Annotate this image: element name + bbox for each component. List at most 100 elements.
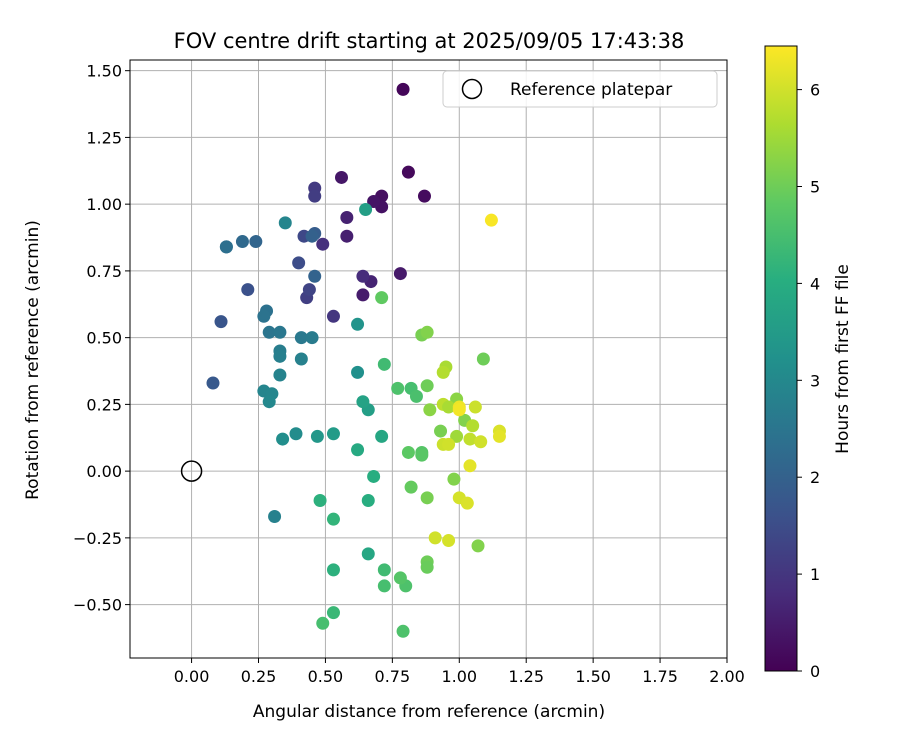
data-point <box>442 437 456 451</box>
colorbar-label: Hours from first FF file <box>833 264 853 454</box>
data-point <box>219 240 233 254</box>
data-point <box>206 376 220 390</box>
y-axis: −0.50 −0.25 0.00 0.25 0.50 0.75 1.00 1.25 1.50 <box>73 62 130 615</box>
colorbar-tick-label: 3 <box>810 371 820 390</box>
data-point <box>308 189 322 203</box>
data-point <box>468 400 482 414</box>
data-point <box>257 309 271 323</box>
data-point <box>351 317 365 331</box>
data-point <box>361 493 375 507</box>
data-point <box>396 624 410 638</box>
data-point <box>452 403 466 417</box>
colorbar-tick-label: 4 <box>810 274 820 293</box>
data-point <box>340 229 354 243</box>
colorbar-tick-label: 5 <box>810 178 820 197</box>
x-axis: 0.00 0.25 0.50 0.75 1.00 1.25 1.50 1.75 2.00 <box>174 658 745 686</box>
data-point <box>356 395 370 409</box>
data-point <box>367 194 381 208</box>
data-point <box>356 269 370 283</box>
chart-title: FOV centre drift starting at 2025/09/05 … <box>174 29 685 53</box>
colorbar-tick-label: 6 <box>810 81 820 100</box>
data-point <box>262 395 276 409</box>
data-point <box>367 469 381 483</box>
y-tick-label: 0.25 <box>86 395 122 414</box>
data-point <box>420 325 434 339</box>
y-tick-label: 0.00 <box>86 462 122 481</box>
colorbar-gradient <box>764 45 798 672</box>
data-point <box>484 213 498 227</box>
data-point <box>326 427 340 441</box>
data-point <box>420 379 434 393</box>
colorbar-tick-label: 0 <box>810 662 820 681</box>
data-point <box>305 229 319 243</box>
data-point <box>401 165 415 179</box>
data-point <box>442 534 456 548</box>
data-point <box>313 493 327 507</box>
x-tick-label: 1.25 <box>508 667 544 686</box>
legend-label-reference: Reference platepar <box>510 80 672 100</box>
data-point <box>393 571 407 585</box>
x-tick-label: 1.50 <box>575 667 611 686</box>
data-point <box>436 365 450 379</box>
data-point <box>294 352 308 366</box>
data-point <box>268 510 282 524</box>
data-point <box>294 331 308 345</box>
data-point <box>471 539 485 553</box>
legend: Reference platepar <box>442 70 718 108</box>
x-tick-label: 1.00 <box>441 667 477 686</box>
data-point <box>423 403 437 417</box>
y-tick-label: −0.50 <box>73 596 122 615</box>
legend-marker-reference <box>461 78 483 100</box>
data-point <box>460 496 474 510</box>
data-point <box>361 547 375 561</box>
data-point <box>262 325 276 339</box>
data-point <box>377 579 391 593</box>
data-point <box>214 315 228 329</box>
data-point <box>316 616 330 630</box>
x-tick-label: 2.00 <box>709 667 745 686</box>
x-tick-label: 0.00 <box>174 667 210 686</box>
data-point <box>310 429 324 443</box>
colorbar: 0 1 2 3 4 5 6 Hours from first FF file <box>764 45 853 681</box>
y-tick-label: 0.75 <box>86 262 122 281</box>
y-tick-label: 1.25 <box>86 128 122 147</box>
data-point <box>326 512 340 526</box>
data-point <box>428 531 442 545</box>
data-point <box>377 563 391 577</box>
data-point <box>359 203 373 216</box>
data-point <box>450 429 464 443</box>
data-point <box>273 368 287 382</box>
x-tick-label: 1.75 <box>642 667 678 686</box>
y-tick-label: −0.25 <box>73 529 122 548</box>
data-point <box>241 283 255 297</box>
data-point <box>417 189 431 203</box>
data-point <box>326 309 340 323</box>
data-point <box>377 357 391 371</box>
data-point <box>356 288 370 302</box>
y-axis-label: Rotation from reference (arcmin) <box>23 220 43 500</box>
colorbar-tick-label: 1 <box>810 565 820 584</box>
data-point <box>466 419 480 433</box>
data-point <box>340 211 354 225</box>
data-point <box>308 269 322 283</box>
y-tick-label: 1.50 <box>86 62 122 81</box>
data-point <box>292 256 306 270</box>
data-point <box>305 331 319 345</box>
data-point <box>278 216 292 230</box>
x-tick-label: 0.25 <box>241 667 277 686</box>
x-axis-label: Angular distance from reference (arcmin) <box>253 702 605 722</box>
data-point <box>401 445 415 459</box>
data-point <box>326 606 340 620</box>
data-point <box>276 432 290 446</box>
data-point <box>351 443 365 457</box>
colorbar-tick-label: 2 <box>810 468 820 487</box>
data-point <box>273 349 287 363</box>
data-point <box>249 235 263 249</box>
data-point <box>404 480 418 494</box>
data-point <box>396 82 410 96</box>
data-point <box>463 459 477 473</box>
y-tick-label: 1.00 <box>86 195 122 214</box>
legend-box <box>442 70 718 108</box>
data-point <box>351 365 365 379</box>
